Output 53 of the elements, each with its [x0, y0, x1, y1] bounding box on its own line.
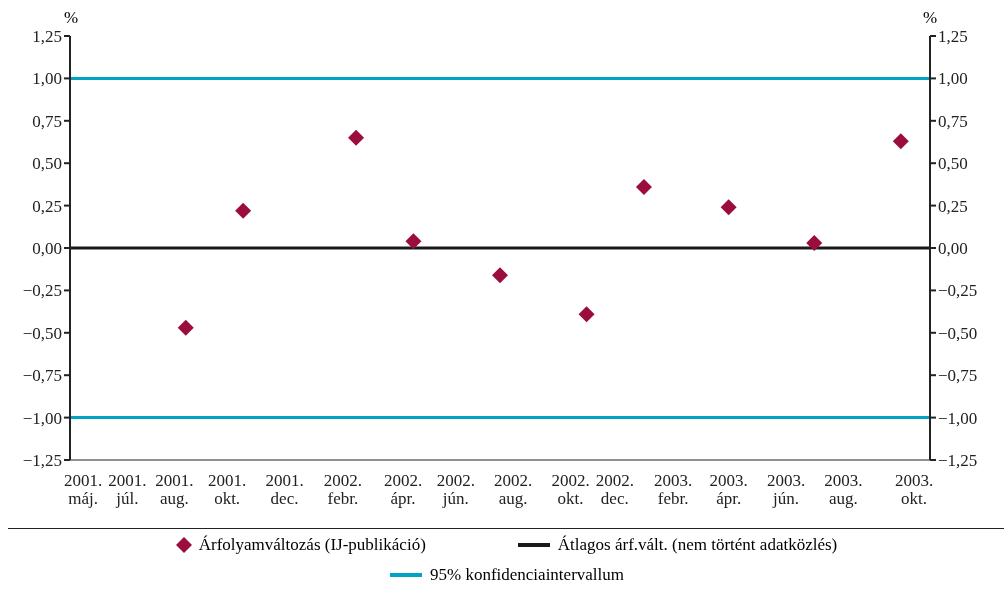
y-tick-label: 0,00: [32, 239, 62, 259]
y-tick-label: 0,75: [32, 111, 62, 131]
y-tick-label: 1,00: [32, 69, 62, 89]
x-tick-label: 2002. ápr.: [383, 471, 423, 508]
x-tick-label: 2002. aug.: [494, 471, 533, 508]
y2-tick-label: 0,00: [938, 239, 968, 259]
point: [405, 233, 422, 250]
x-tick-label: 2002. jún.: [436, 471, 475, 508]
y2-axis-title: %: [923, 8, 938, 28]
y2-tick-label: −0,50: [938, 323, 978, 343]
y-tick-label: −0,25: [22, 281, 62, 301]
y2-tick-label: 0,25: [938, 196, 968, 216]
y-tick-label: −1,00: [22, 408, 62, 428]
x-tick-label: 2001. júl.: [108, 471, 147, 508]
x-tick-label: 2003. aug.: [824, 471, 863, 508]
x-tick-label: 2003. febr.: [654, 471, 693, 508]
y2-tick-label: 1,25: [938, 27, 968, 47]
x-tick-label: 2002. febr.: [323, 471, 362, 508]
x-tick-label: 2001. okt.: [208, 471, 247, 508]
y2-tick-label: −1,00: [938, 408, 978, 428]
point: [492, 267, 508, 284]
y-axis-title: %: [64, 8, 79, 28]
x-tick-label: 2001. dec.: [265, 471, 304, 508]
point: [235, 202, 252, 219]
legend-label: 95% konfidenciaintervallum: [429, 565, 625, 585]
point: [635, 178, 652, 195]
x-tick-label: 2001. aug.: [155, 471, 194, 508]
point: [578, 306, 595, 323]
y-tick-label: 0,25: [32, 196, 62, 216]
y2-tick-label: −0,75: [938, 366, 978, 386]
y-tick-label: −1,25: [22, 451, 62, 471]
legend-label: Átlagos árf.vált. (nem történt adatközlés): [557, 535, 838, 555]
point: [348, 129, 365, 146]
y-tick-label: 0,50: [32, 154, 62, 174]
x-tick-label: 2003. okt.: [894, 471, 934, 508]
y2-tick-label: −1,25: [938, 451, 978, 471]
point: [177, 319, 194, 336]
x-tick-label: 2002. dec.: [595, 471, 634, 508]
y2-tick-label: −0,25: [938, 281, 978, 301]
y-tick-label: −0,50: [22, 323, 62, 343]
y-tick-label: 1,25: [32, 27, 62, 47]
x-tick-label: 2003. ápr.: [709, 471, 748, 508]
point: [806, 234, 823, 251]
x-tick-label: 2003. jún.: [766, 471, 806, 508]
point: [892, 133, 909, 150]
y2-tick-label: 0,75: [938, 111, 968, 131]
x-tick-label: 2002. okt.: [551, 471, 590, 508]
y-tick-label: −0,75: [22, 366, 62, 386]
y2-tick-label: 0,50: [938, 154, 968, 174]
y2-tick-label: 1,00: [938, 69, 968, 89]
point: [720, 199, 737, 216]
legend-label: Árfolyamváltozás (IJ-publikáció): [198, 535, 426, 555]
x-tick-label: 2001. máj.: [64, 471, 103, 508]
